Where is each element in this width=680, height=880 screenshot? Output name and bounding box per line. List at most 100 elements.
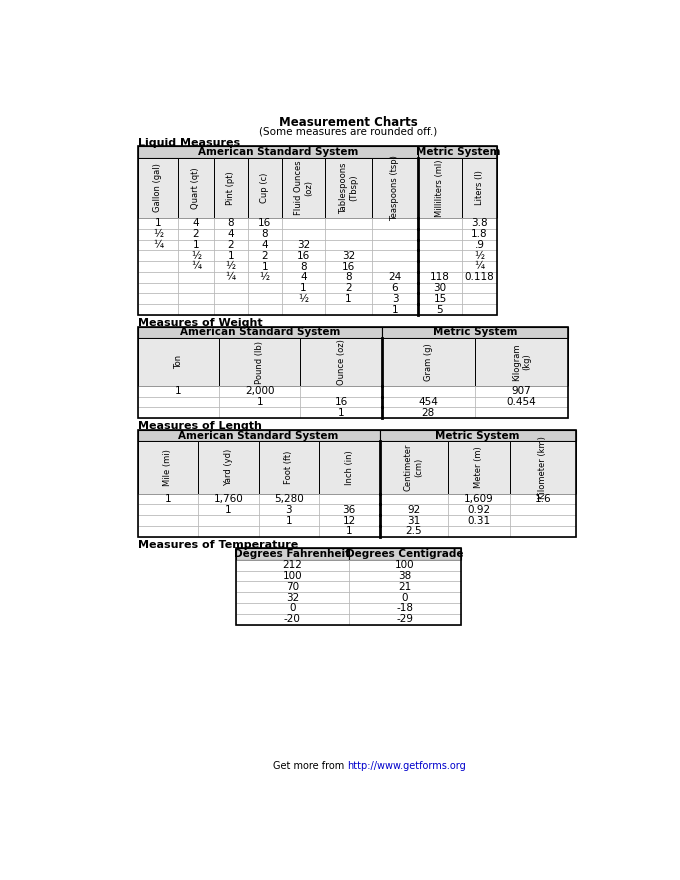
Text: 1: 1	[165, 494, 171, 504]
Bar	[418, 272, 462, 282]
Text: ¼: ¼	[226, 272, 236, 282]
Bar	[236, 614, 348, 625]
Bar	[462, 239, 497, 250]
Bar	[382, 407, 475, 418]
Bar	[137, 294, 178, 304]
Bar	[282, 261, 325, 272]
Bar	[462, 304, 497, 315]
Bar	[258, 504, 319, 515]
Bar	[214, 251, 248, 261]
Bar	[248, 261, 282, 272]
Bar	[325, 158, 372, 218]
Text: Kilogram
(kg): Kilogram (kg)	[511, 343, 531, 381]
Bar	[236, 560, 348, 570]
Bar	[178, 304, 214, 315]
Bar	[282, 218, 325, 229]
Bar	[319, 441, 379, 494]
Bar	[348, 560, 461, 570]
Bar	[447, 526, 510, 537]
Bar	[178, 294, 214, 304]
Text: Degrees Centigrade: Degrees Centigrade	[346, 549, 464, 559]
Bar	[447, 504, 510, 515]
Text: 2: 2	[345, 283, 352, 293]
Bar	[137, 407, 219, 418]
Text: Ounce (oz): Ounce (oz)	[337, 339, 345, 385]
Bar	[418, 146, 497, 158]
Bar	[372, 261, 418, 272]
Bar	[379, 526, 447, 537]
Bar	[137, 385, 219, 397]
Text: 0: 0	[401, 592, 408, 603]
Bar	[325, 229, 372, 239]
Bar	[475, 338, 568, 385]
Bar	[178, 218, 214, 229]
Text: American Standard System: American Standard System	[198, 147, 358, 158]
Bar	[325, 239, 372, 250]
Text: -18: -18	[396, 604, 413, 613]
Bar	[248, 158, 282, 218]
Bar	[379, 441, 447, 494]
Bar	[348, 548, 461, 560]
Text: Gram (g): Gram (g)	[424, 343, 433, 381]
Text: 0.454: 0.454	[507, 397, 537, 407]
Text: 8: 8	[345, 272, 352, 282]
Bar	[510, 504, 575, 515]
Bar	[418, 294, 462, 304]
Text: 16: 16	[297, 251, 310, 260]
Bar	[372, 229, 418, 239]
Text: 2: 2	[192, 229, 199, 239]
Bar	[510, 441, 575, 494]
Text: Pound (lb): Pound (lb)	[255, 341, 265, 384]
Bar	[248, 239, 282, 250]
Bar	[325, 261, 372, 272]
Bar	[282, 272, 325, 282]
Text: 4: 4	[262, 240, 268, 250]
Bar	[248, 272, 282, 282]
Text: 1.6: 1.6	[534, 494, 551, 504]
Bar	[248, 251, 282, 261]
Text: ½: ½	[299, 294, 309, 304]
Bar	[137, 261, 178, 272]
Bar	[382, 397, 475, 407]
Text: Tablespoons
(Tbsp): Tablespoons (Tbsp)	[339, 162, 358, 214]
Bar	[379, 504, 447, 515]
Text: .9: .9	[475, 240, 484, 250]
Text: Measures of Length: Measures of Length	[137, 421, 262, 431]
Text: 24: 24	[388, 272, 402, 282]
Text: Cup (c): Cup (c)	[260, 172, 269, 203]
Text: 32: 32	[342, 251, 355, 260]
Bar	[325, 282, 372, 293]
Bar	[372, 272, 418, 282]
Bar	[319, 526, 379, 537]
Text: Get more from: Get more from	[273, 761, 347, 771]
Bar	[319, 494, 379, 504]
Text: 21: 21	[398, 582, 411, 592]
Bar	[462, 282, 497, 293]
Text: ½: ½	[226, 261, 236, 272]
Text: Quart (qt): Quart (qt)	[191, 167, 201, 209]
Text: 2,000: 2,000	[245, 386, 275, 396]
Bar	[282, 282, 325, 293]
Bar	[325, 294, 372, 304]
Text: Foot (ft): Foot (ft)	[284, 451, 293, 484]
Text: Ton: Ton	[174, 355, 183, 369]
Text: 1: 1	[345, 294, 352, 304]
Text: 454: 454	[418, 397, 439, 407]
Text: 16: 16	[258, 218, 271, 229]
Bar	[418, 282, 462, 293]
Bar	[248, 229, 282, 239]
Text: ¼: ¼	[153, 240, 163, 250]
Bar	[248, 304, 282, 315]
Text: 4: 4	[301, 272, 307, 282]
Text: -29: -29	[396, 614, 413, 624]
Text: Metric System: Metric System	[432, 327, 517, 337]
Bar	[418, 239, 462, 250]
Bar	[282, 158, 325, 218]
Bar	[137, 251, 178, 261]
Text: 70: 70	[286, 582, 299, 592]
Text: Metric System: Metric System	[435, 430, 520, 441]
Bar	[282, 294, 325, 304]
Bar	[372, 218, 418, 229]
Bar	[137, 326, 568, 418]
Bar	[418, 158, 462, 218]
